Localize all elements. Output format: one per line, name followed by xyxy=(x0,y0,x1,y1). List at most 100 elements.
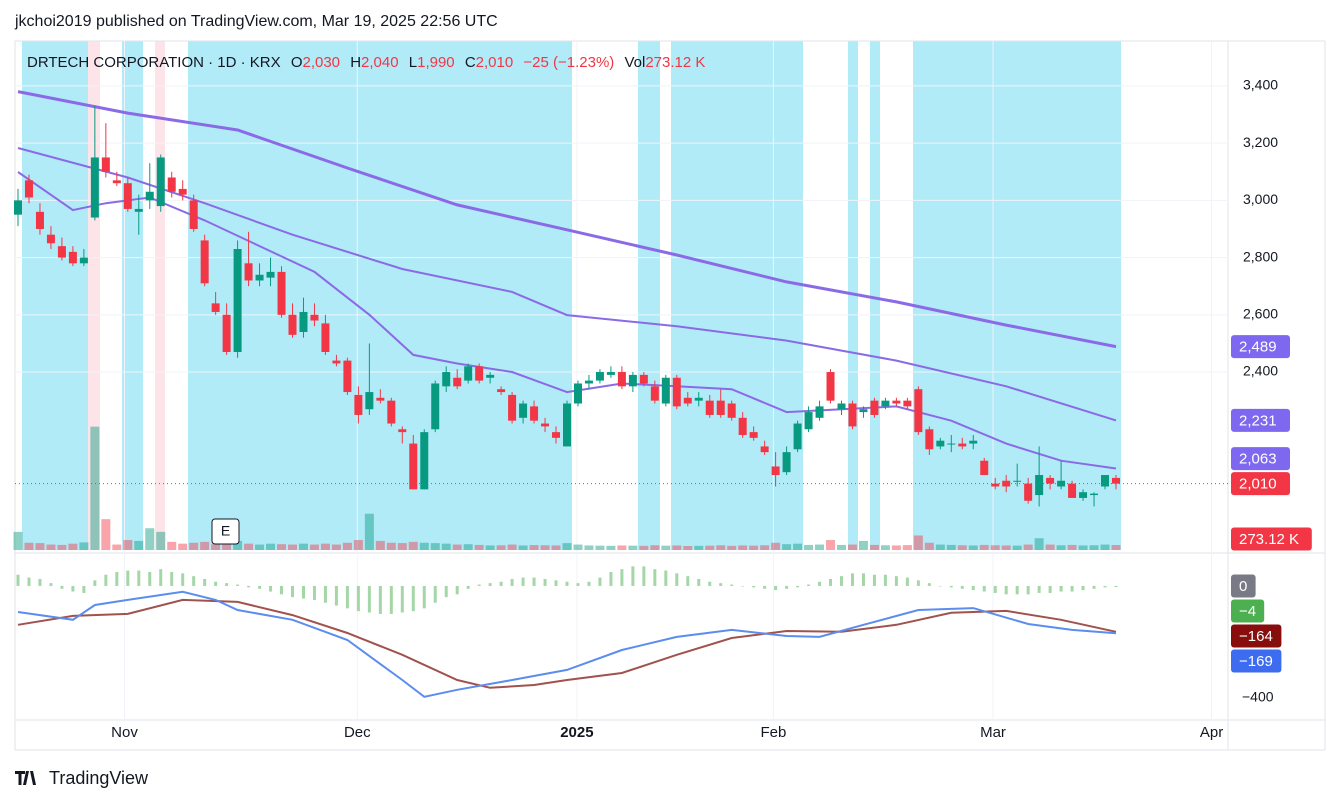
macd-histogram-bar xyxy=(93,580,97,586)
macd-histogram-bar xyxy=(664,570,668,586)
session-band xyxy=(122,41,143,550)
candle-body xyxy=(398,429,407,433)
macd-histogram-bar xyxy=(554,580,558,586)
volume-bar xyxy=(694,545,704,550)
macd-histogram-bar xyxy=(719,583,723,586)
macd-histogram-bar xyxy=(499,581,503,586)
macd-histogram-bar xyxy=(389,585,393,614)
volume-bar xyxy=(24,542,34,550)
macd-histogram-bar xyxy=(291,585,294,598)
candle-body xyxy=(1002,480,1011,487)
candle-body xyxy=(442,372,451,387)
session-band xyxy=(22,41,88,550)
candle-body xyxy=(1035,475,1044,496)
macd-histogram-bar xyxy=(543,578,547,586)
macd-histogram-bar xyxy=(982,585,986,592)
volume-bar xyxy=(858,540,868,550)
macd-histogram-bar xyxy=(653,569,657,586)
volume-bar xyxy=(309,544,319,550)
legend-value: 2,010 xyxy=(476,54,514,71)
candle-body xyxy=(837,403,846,410)
candle-body xyxy=(453,377,462,387)
symbol: DRTECH CORPORATION · 1D · KRX xyxy=(27,54,281,71)
candle-body xyxy=(68,251,77,264)
macd-histogram-bar xyxy=(807,584,811,586)
candle-body xyxy=(178,188,187,195)
candle-body xyxy=(639,374,648,384)
y-tick-label: 3,400 xyxy=(1243,77,1278,93)
macd-histogram-bar xyxy=(1004,585,1008,595)
volume-bar xyxy=(1045,544,1055,550)
macd-histogram-bar xyxy=(620,569,624,586)
candle-body xyxy=(530,406,539,421)
candle-body xyxy=(431,383,440,430)
moving-average xyxy=(17,171,1117,470)
candle-body xyxy=(914,389,923,433)
volume-bar xyxy=(782,544,792,550)
volume-bar xyxy=(990,545,1000,550)
candle-body xyxy=(354,394,363,415)
volume-bar xyxy=(375,540,385,550)
candle-body xyxy=(508,394,517,421)
macd-histogram-bar xyxy=(488,583,492,586)
volume-bar xyxy=(277,544,287,550)
volume-bar xyxy=(167,541,177,550)
macd-histogram-bar xyxy=(631,566,635,586)
macd-line xyxy=(17,598,1117,689)
macd-histogram-bar xyxy=(993,585,997,593)
volume-bar xyxy=(683,546,693,550)
candle-body xyxy=(365,392,374,410)
moving-average xyxy=(17,90,1117,349)
volume-bar xyxy=(518,545,528,550)
macd-histogram-bar xyxy=(400,585,404,613)
volume-bar xyxy=(507,544,517,550)
volume-bar xyxy=(79,542,89,550)
macd-histogram-bar xyxy=(422,585,426,609)
volume-bar xyxy=(244,543,254,550)
volume-bar xyxy=(320,543,330,550)
candle-body xyxy=(980,460,989,476)
volume-bar xyxy=(123,540,133,550)
earnings-marker: E xyxy=(221,523,230,539)
macd-histogram-bar xyxy=(938,585,942,587)
volume-bar xyxy=(716,545,726,550)
candle-body xyxy=(793,423,802,450)
volume-bar xyxy=(837,544,846,550)
price-badge xyxy=(1231,624,1282,648)
x-tick-label: Nov xyxy=(111,724,138,741)
candle-body xyxy=(1046,477,1055,484)
volume-bar xyxy=(288,544,297,550)
macd-histogram-bar xyxy=(752,585,756,588)
session-band xyxy=(671,41,803,550)
macd-histogram-bar xyxy=(1081,585,1085,591)
price-badge xyxy=(1231,649,1282,673)
volume-bar xyxy=(496,545,506,550)
legend-label: L xyxy=(409,54,417,71)
volume-bar xyxy=(386,542,396,550)
volume-bar xyxy=(112,544,122,550)
volume-bar xyxy=(1023,544,1033,550)
macd-histogram-bar xyxy=(159,569,163,586)
macd-histogram-bar xyxy=(686,576,690,586)
price-badge xyxy=(1231,574,1256,598)
volume-bar xyxy=(57,544,67,550)
candle-body xyxy=(705,400,714,415)
candle-body xyxy=(595,372,604,381)
macd-histogram-bar xyxy=(269,585,273,592)
y-tick-label: 2,600 xyxy=(1243,306,1278,322)
volume-bar xyxy=(540,545,550,550)
volume-bar xyxy=(650,545,660,550)
volume-bar xyxy=(826,540,836,550)
volume-bar xyxy=(1067,544,1077,550)
macd-histogram-bar xyxy=(16,574,20,586)
macd-histogram-bar xyxy=(1059,585,1063,592)
candle-body xyxy=(1090,493,1099,496)
macd-histogram-bar xyxy=(345,585,349,609)
legend-value: 273.12 K xyxy=(645,54,705,71)
macd-histogram-bar xyxy=(521,577,525,586)
macd-histogram-bar xyxy=(829,578,833,586)
candle-body xyxy=(1079,492,1088,498)
volume-bar xyxy=(145,528,155,550)
macd-histogram-bar xyxy=(774,585,778,591)
macd-histogram-bar xyxy=(818,581,822,586)
